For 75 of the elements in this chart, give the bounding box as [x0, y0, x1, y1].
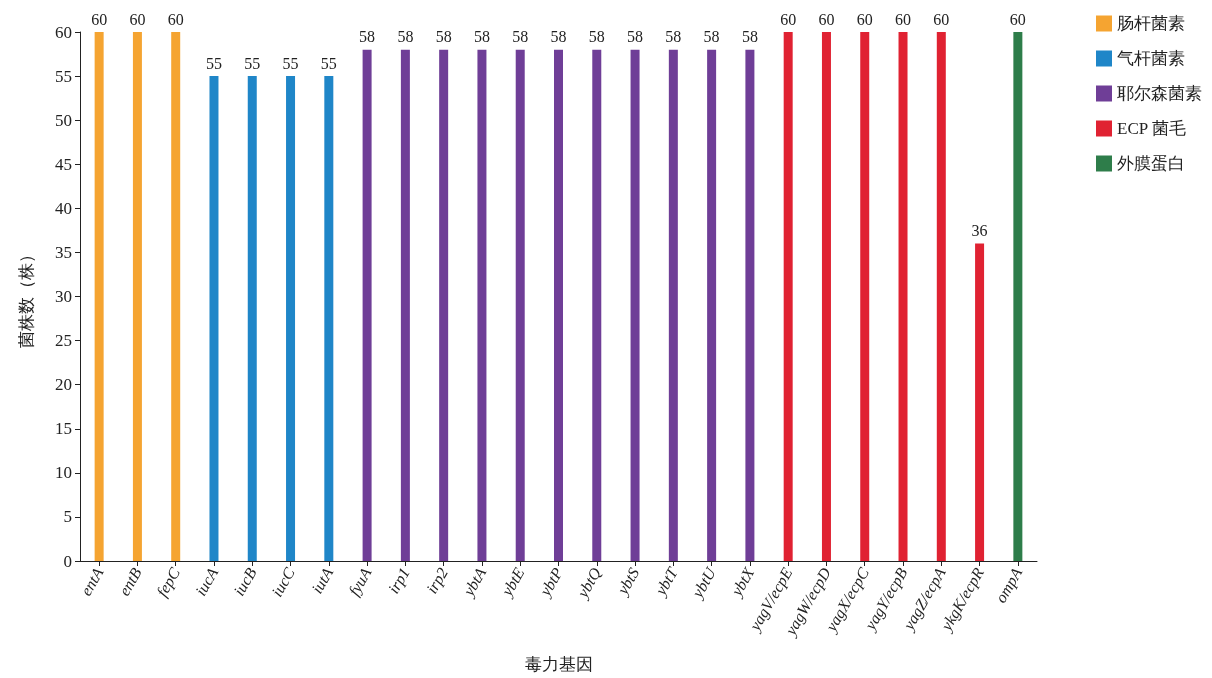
data-label: 58	[550, 28, 567, 46]
x-tick-label: entA	[77, 564, 107, 599]
bar	[247, 76, 257, 561]
bar	[324, 76, 334, 561]
data-label: 58	[703, 28, 720, 46]
data-label: 58	[473, 28, 490, 46]
y-axis-title: 菌株数（株）	[17, 245, 36, 348]
bar	[132, 32, 142, 561]
bar	[898, 32, 908, 561]
data-label: 55	[282, 54, 299, 72]
y-tick-label: 40	[55, 198, 72, 218]
bar	[439, 49, 449, 561]
data-label: 58	[665, 28, 682, 46]
bar	[286, 76, 296, 561]
x-tick-label: iutA	[308, 564, 337, 597]
y-tick-label: 45	[55, 154, 72, 174]
y-tick-label: 10	[55, 463, 72, 483]
bar	[1013, 32, 1023, 561]
data-label: 60	[129, 10, 146, 28]
data-label: 36	[971, 222, 988, 240]
bar	[362, 49, 372, 561]
legend-label: 耶尔森菌素	[1117, 84, 1202, 103]
bar	[477, 49, 487, 561]
bar	[936, 32, 946, 561]
bar	[668, 49, 678, 561]
bar	[783, 32, 793, 561]
y-tick-label: 50	[55, 110, 72, 130]
bar	[707, 49, 717, 561]
y-tick-label: 30	[55, 287, 72, 306]
y-tick-label: 0	[63, 551, 72, 571]
bar	[94, 32, 104, 561]
bar	[515, 49, 525, 561]
bar	[400, 49, 410, 561]
bar	[975, 243, 985, 561]
y-tick-label: 25	[55, 331, 72, 351]
bar	[821, 32, 831, 561]
data-label: 58	[359, 28, 376, 46]
bar	[171, 32, 181, 561]
data-label: 58	[741, 28, 758, 46]
bar	[554, 49, 563, 561]
x-axis-title: 毒力基因	[524, 655, 593, 674]
data-label: 60	[818, 10, 835, 28]
legend-label: 气杆菌素	[1117, 49, 1185, 68]
legend-label: 外膜蛋白	[1117, 154, 1185, 173]
x-tick-label: iucA	[191, 564, 222, 599]
bar	[209, 76, 219, 561]
data-label: 58	[588, 28, 605, 46]
legend-label: 肠杆菌素	[1117, 14, 1185, 33]
data-label: 60	[91, 10, 108, 28]
y-tick-label: 35	[55, 242, 72, 262]
data-label: 60	[856, 10, 873, 28]
legend-label: ECP 菌毛	[1117, 119, 1186, 138]
data-label: 60	[933, 10, 950, 28]
bar	[592, 49, 602, 561]
bar	[630, 49, 640, 561]
y-tick-label: 15	[55, 419, 72, 439]
y-tick-label: 20	[55, 375, 72, 395]
bar	[860, 32, 870, 561]
data-label: 55	[205, 54, 222, 72]
data-label: 55	[244, 54, 261, 72]
bar	[745, 49, 755, 561]
data-label: 58	[397, 28, 414, 46]
x-tick-label: irp2	[422, 564, 452, 597]
data-label: 60	[780, 10, 797, 28]
data-label: 60	[1009, 10, 1026, 28]
y-tick-label: 55	[55, 66, 72, 86]
data-label: 58	[512, 28, 529, 46]
data-label: 58	[435, 28, 452, 46]
y-tick-label: 5	[63, 507, 72, 527]
data-label: 58	[627, 28, 644, 46]
data-label: 60	[895, 10, 912, 28]
data-label: 60	[167, 10, 184, 28]
data-label: 55	[320, 54, 337, 72]
y-tick-label: 60	[55, 22, 72, 42]
x-tick-label: irp1	[384, 564, 414, 597]
